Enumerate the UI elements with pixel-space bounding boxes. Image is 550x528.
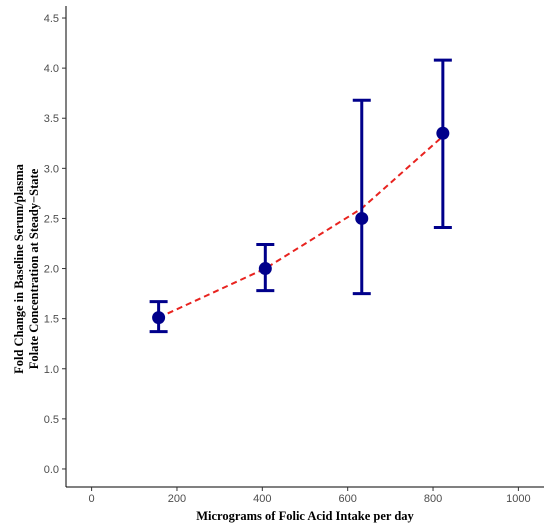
- y-tick-label: 2.0: [44, 264, 59, 276]
- data-point: [355, 211, 369, 225]
- y-tick-label: 1.0: [44, 364, 59, 376]
- y-tick-label: 2.5: [44, 213, 59, 225]
- data-point: [258, 262, 272, 276]
- error-bars: [149, 58, 452, 334]
- y-tick-label: 3.5: [44, 113, 59, 125]
- y-tick-label: 0.5: [44, 414, 59, 426]
- data-point: [436, 126, 450, 140]
- y-tick-label: 4.0: [44, 63, 59, 75]
- x-tick-label: 1000: [506, 493, 530, 505]
- x-tick-label: 400: [253, 493, 271, 505]
- y-axis-title-line-1: Fold Change in Baseline Serum/plasma: [12, 163, 26, 373]
- y-tick-label: 3.0: [44, 163, 59, 175]
- axes: 0 200 400 600 800 1000 0.0 0.5 1.0 1.5 2.0 2.5 3.0 3.…: [44, 6, 544, 505]
- x-tick-label: 600: [338, 493, 356, 505]
- x-tick-label: 0: [89, 493, 95, 505]
- data-points: [152, 126, 450, 325]
- x-tick-label: 200: [168, 493, 186, 505]
- y-axis-title: Fold Change in Baseline Serum/plasma Fol…: [12, 163, 41, 373]
- y-tick-label: 0.0: [44, 464, 59, 476]
- x-tick-label: 800: [424, 493, 442, 505]
- y-tick-label: 4.5: [44, 13, 59, 25]
- fit-line-group: [158, 135, 444, 319]
- x-axis-title: Micrograms of Folic Acid Intake per day: [196, 509, 414, 523]
- y-axis-title-line-2: Folate Concentration at Steady−State: [27, 168, 41, 369]
- y-tick-label: 1.5: [44, 314, 59, 326]
- fit-line: [158, 135, 444, 319]
- data-point: [152, 311, 166, 325]
